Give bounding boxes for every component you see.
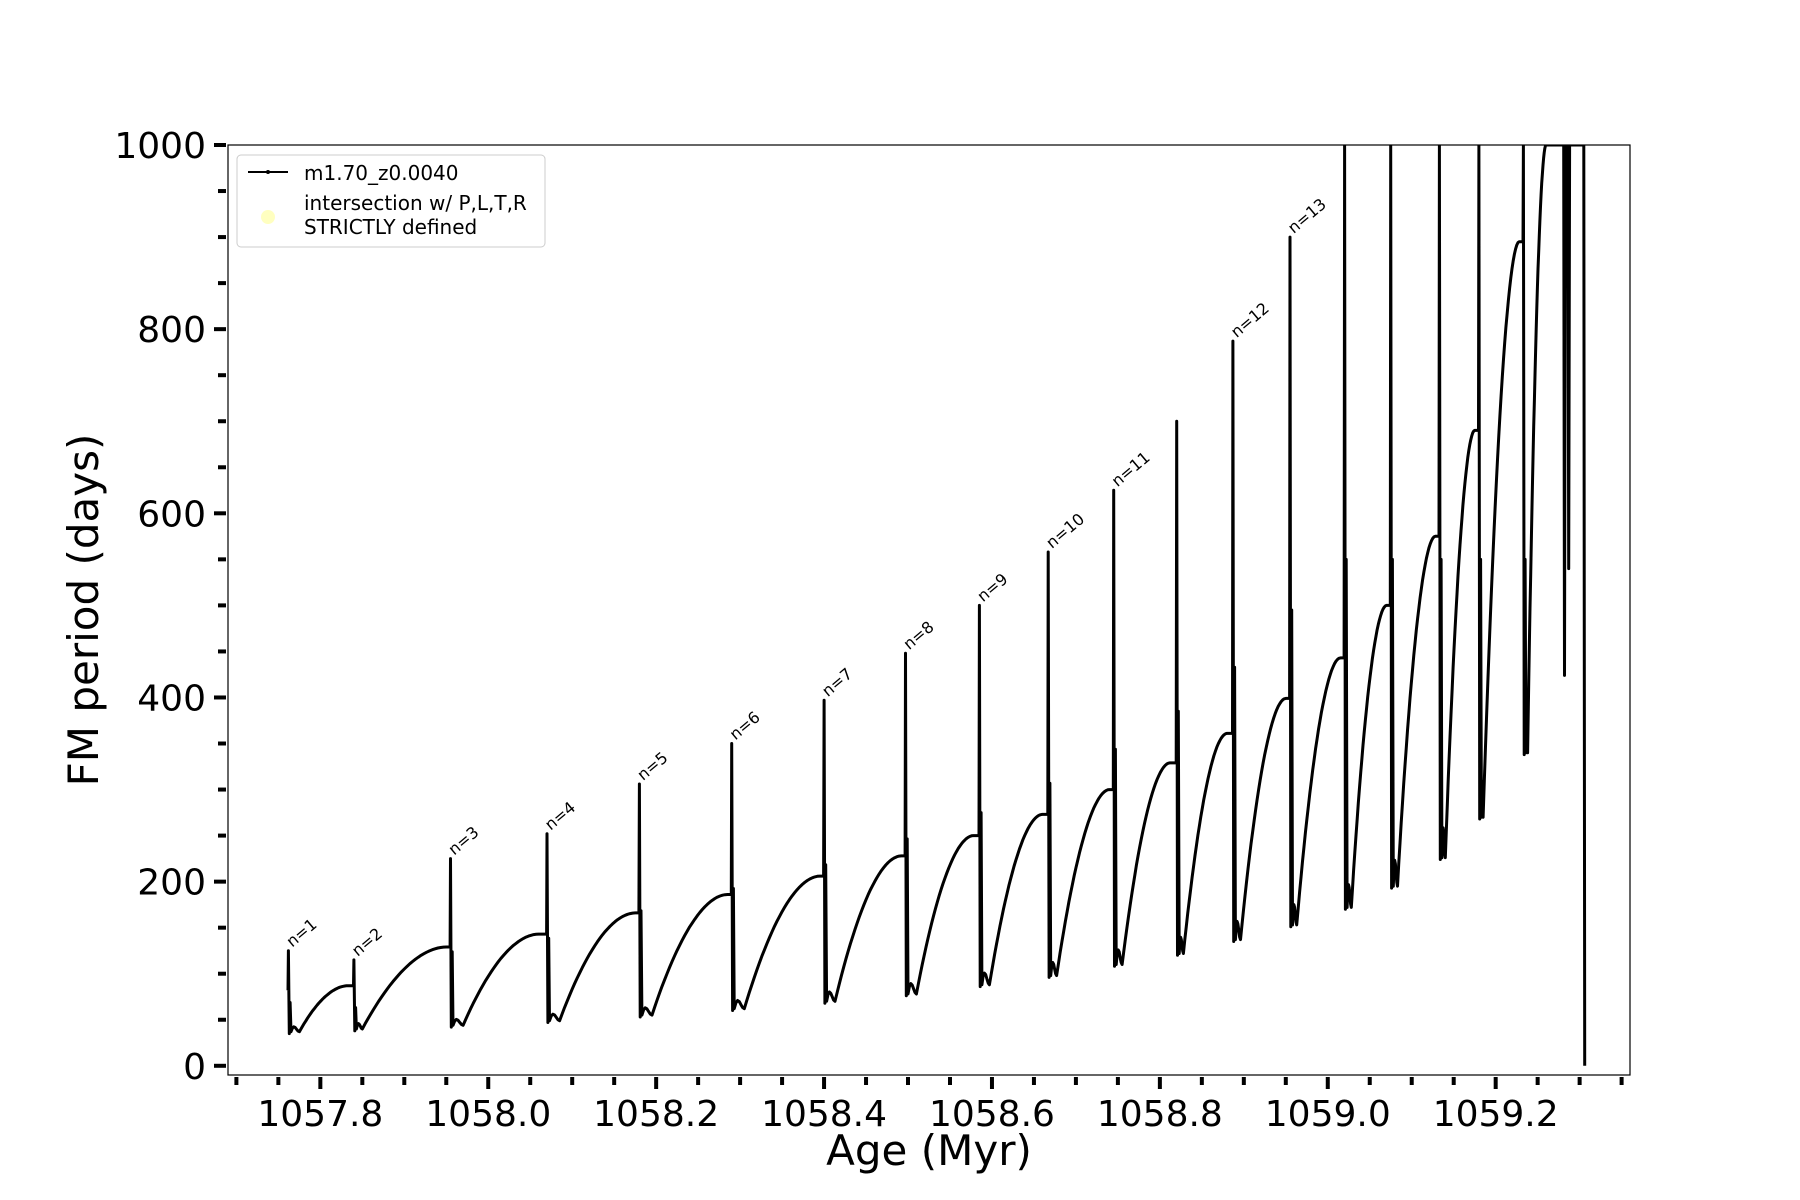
x-tick-label: 1058.8 (1097, 1094, 1223, 1135)
y-tick-label: 200 (137, 863, 206, 904)
legend-intersection-marker (261, 210, 275, 224)
x-tick-label: 1058.2 (593, 1094, 719, 1135)
y-tick-label: 1000 (114, 126, 206, 167)
cycle-annotation: n=9 (973, 569, 1011, 605)
x-axis-ticks: 1057.8 1058.0 1058.2 1058.4 1058.6 1058.8 1059… (234, 1077, 1624, 1135)
cycle-annotation: n=2 (348, 924, 386, 960)
x-tick-label: 1058.4 (761, 1094, 887, 1135)
legend-label-intersection-line1: intersection w/ P,L,T,R (304, 191, 527, 215)
cycle-annotation: n=11 (1108, 448, 1154, 491)
y-tick-label: 800 (137, 310, 206, 351)
cycle-annotation: n=6 (726, 707, 764, 743)
y-tick-label: 0 (183, 1047, 206, 1088)
y-tick-label: 600 (137, 494, 206, 535)
cycle-annotation: n=3 (445, 823, 483, 859)
legend-dot-marker (266, 170, 270, 174)
x-tick-label: 1059.2 (1433, 1094, 1559, 1135)
cycle-annotation: n=10 (1042, 509, 1088, 552)
y-axis-ticks: 0 200 400 600 800 1000 (114, 126, 226, 1088)
cycle-annotation: n=8 (900, 617, 938, 653)
cycle-annotation: n=7 (818, 664, 856, 700)
cycle-annotation: n=13 (1284, 194, 1330, 237)
x-tick-label: 1057.8 (257, 1094, 383, 1135)
cycle-annotation: n=1 (282, 915, 320, 951)
x-tick-label: 1058.6 (929, 1094, 1055, 1135)
cycle-annotation: n=12 (1227, 298, 1273, 341)
legend-label-intersection-line2: STRICTLY defined (304, 215, 477, 239)
y-tick-label: 400 (137, 678, 206, 719)
x-tick-label: 1058.0 (425, 1094, 551, 1135)
plot-frame (227, 144, 1631, 1076)
cycle-annotation: n=5 (633, 748, 671, 784)
series-layer (286, 145, 1587, 1066)
x-tick-label: 1059.0 (1265, 1094, 1391, 1135)
cycle-annotation: n=4 (541, 798, 579, 834)
legend: m1.70_z0.0040 intersection w/ P,L,T,R ST… (236, 154, 546, 248)
y-axis-label: FM period (days) (59, 434, 108, 787)
x-axis-label: Age (Myr) (826, 1126, 1032, 1175)
legend-box (236, 154, 546, 248)
series-line (286, 145, 1587, 1066)
legend-label-series: m1.70_z0.0040 (304, 161, 459, 185)
cycle-annotations: n=1 n=2 n=3 n=4 n=5 n=6 n=7 n=8 n=9 n=10 n=11 n=12 n… (282, 194, 1329, 960)
